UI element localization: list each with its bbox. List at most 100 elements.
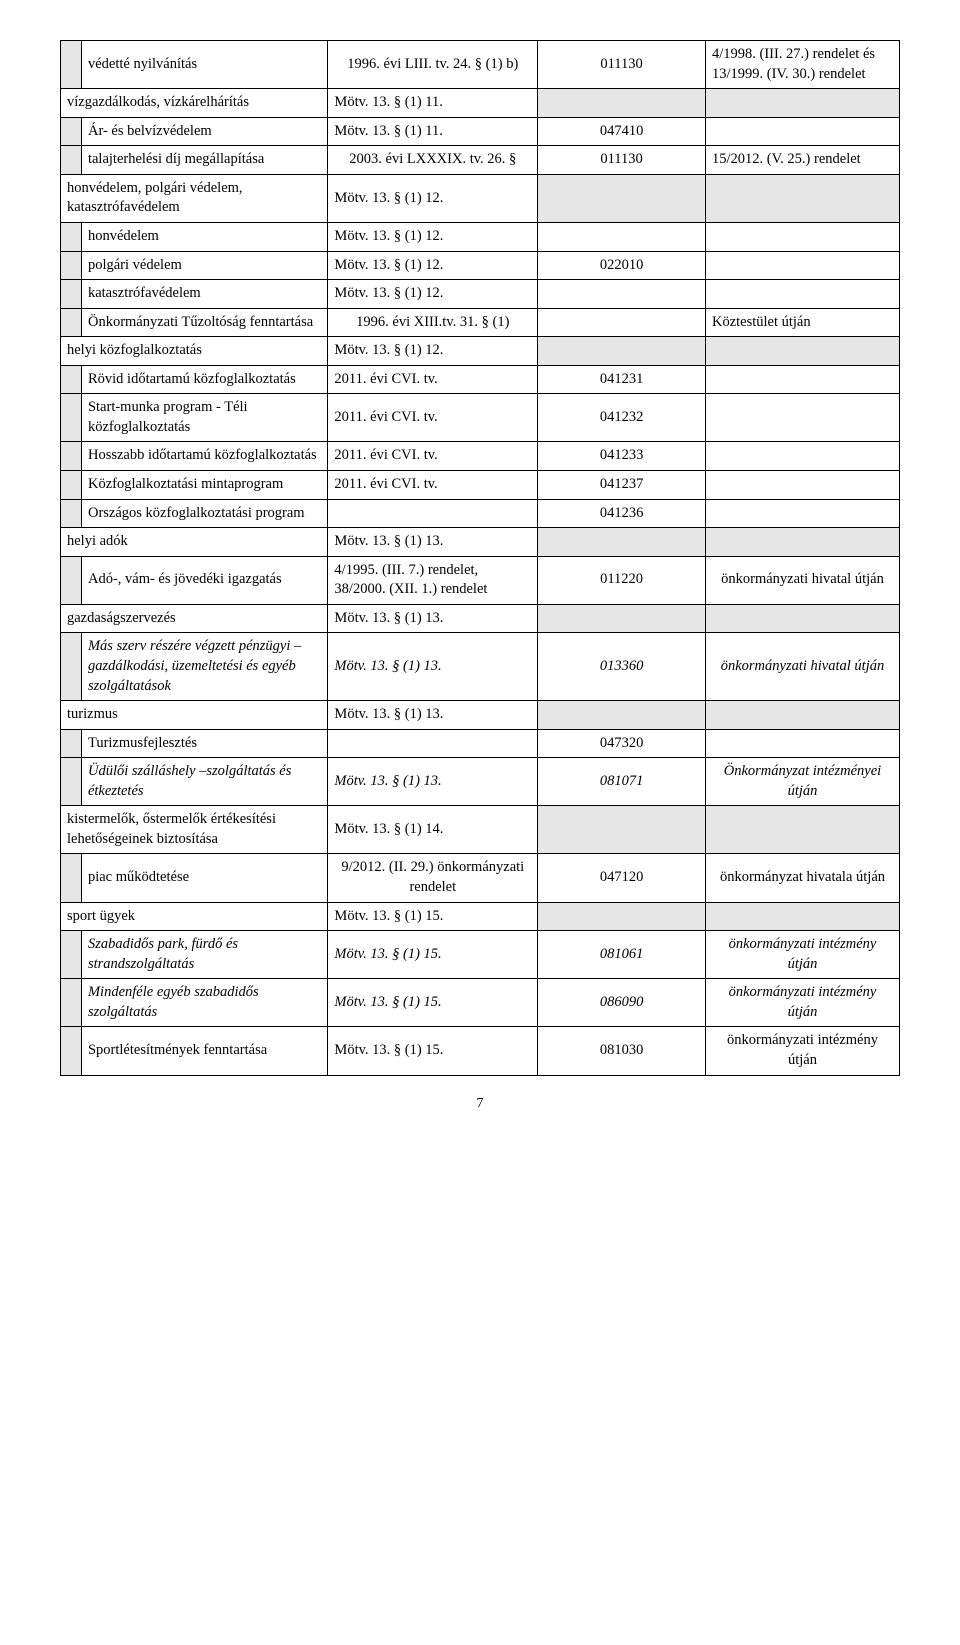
row-note: Köztestület útján [705,308,899,337]
indent-cell [61,117,82,146]
row-code [538,308,706,337]
row-code [538,222,706,251]
indent-cell [61,471,82,500]
row-code: 047120 [538,854,706,902]
section-empty-code [538,902,706,931]
section-empty-note [705,701,899,730]
row-note: önkormányzati intézmény útján [705,1027,899,1075]
row-label: Rövid időtartamú közfoglalkoztatás [81,365,327,394]
row-note: önkormányzat hivatala útján [705,854,899,902]
section-label: helyi adók [61,528,328,557]
row-lawref: Mötv. 13. § (1) 11. [328,117,538,146]
indent-cell [61,931,82,979]
row-code: 011130 [538,146,706,175]
indent-cell [61,442,82,471]
section-label: kistermelők, őstermelők értékesítési leh… [61,806,328,854]
row-note [705,394,899,442]
table-row: helyi adókMötv. 13. § (1) 13. [61,528,900,557]
row-code: 041233 [538,442,706,471]
table-row: Országos közfoglalkoztatási program 04123… [61,499,900,528]
row-lawref: 9/2012. (II. 29.) önkormányzati rendelet [328,854,538,902]
table-row: helyi közfoglalkoztatásMötv. 13. § (1) 1… [61,337,900,366]
section-empty-note [705,604,899,633]
table-row: Önkormányzati Tűzoltóság fenntartása1996… [61,308,900,337]
table-row: Sportlétesítmények fenntartásaMötv. 13. … [61,1027,900,1075]
row-label: védetté nyilvánítás [81,41,327,89]
row-note [705,222,899,251]
row-lawref: 1996. évi XIII.tv. 31. § (1) [328,308,538,337]
row-code: 047410 [538,117,706,146]
table-row: talajterhelési díj megállapítása2003. év… [61,146,900,175]
row-code: 013360 [538,633,706,701]
indent-cell [61,41,82,89]
table-row: Más szerv részére végzett pénzügyi – gaz… [61,633,900,701]
section-label: gazdaságszervezés [61,604,328,633]
table-row: Üdülői szálláshely –szolgáltatás és étke… [61,758,900,806]
indent-cell [61,556,82,604]
row-lawref: 4/1995. (III. 7.) rendelet, 38/2000. (XI… [328,556,538,604]
row-code: 081061 [538,931,706,979]
row-label: talajterhelési díj megállapítása [81,146,327,175]
table-row: Mindenféle egyéb szabadidős szolgáltatás… [61,979,900,1027]
table-row: polgári védelemMötv. 13. § (1) 12.022010 [61,251,900,280]
indent-cell [61,251,82,280]
row-code: 041232 [538,394,706,442]
section-label: honvédelem, polgári védelem, katasztrófa… [61,174,328,222]
row-lawref: 2011. évi CVI. tv. [328,442,538,471]
table-row: Közfoglalkoztatási mintaprogram2011. évi… [61,471,900,500]
table-row: vízgazdálkodás, vízkárelhárításMötv. 13.… [61,89,900,118]
section-lawref: Mötv. 13. § (1) 13. [328,701,538,730]
row-label: Közfoglalkoztatási mintaprogram [81,471,327,500]
row-lawref: Mötv. 13. § (1) 13. [328,633,538,701]
indent-cell [61,280,82,309]
row-lawref: Mötv. 13. § (1) 12. [328,222,538,251]
page-number: 7 [60,1096,900,1112]
row-lawref: Mötv. 13. § (1) 13. [328,758,538,806]
page-container: védetté nyilvánítás1996. évi LIII. tv. 2… [0,0,960,1152]
row-code [538,280,706,309]
row-note [705,251,899,280]
section-lawref: Mötv. 13. § (1) 12. [328,337,538,366]
section-empty-note [705,337,899,366]
table-row: sport ügyekMötv. 13. § (1) 15. [61,902,900,931]
table-row: kistermelők, őstermelők értékesítési leh… [61,806,900,854]
row-label: Hosszabb időtartamú közfoglalkoztatás [81,442,327,471]
row-lawref: 2003. évi LXXXIX. tv. 26. § [328,146,538,175]
row-code: 081030 [538,1027,706,1075]
row-note: önkormányzati intézmény útján [705,931,899,979]
section-label: helyi közfoglalkoztatás [61,337,328,366]
row-note: Önkormányzat intézményei útján [705,758,899,806]
indent-cell [61,1027,82,1075]
row-code: 041236 [538,499,706,528]
section-lawref: Mötv. 13. § (1) 12. [328,174,538,222]
table-row: gazdaságszervezésMötv. 13. § (1) 13. [61,604,900,633]
row-code: 081071 [538,758,706,806]
row-note [705,442,899,471]
row-label: Mindenféle egyéb szabadidős szolgáltatás [81,979,327,1027]
indent-cell [61,729,82,758]
indent-cell [61,308,82,337]
indent-cell [61,146,82,175]
section-empty-note [705,174,899,222]
row-note: önkormányzati hivatal útján [705,633,899,701]
row-lawref: Mötv. 13. § (1) 15. [328,1027,538,1075]
row-code: 086090 [538,979,706,1027]
section-empty-code [538,604,706,633]
section-lawref: Mötv. 13. § (1) 13. [328,604,538,633]
row-lawref: Mötv. 13. § (1) 12. [328,251,538,280]
table-row: turizmusMötv. 13. § (1) 13. [61,701,900,730]
indent-cell [61,633,82,701]
row-label: Szabadidős park, fürdő és strandszolgált… [81,931,327,979]
table-row: Rövid időtartamú közfoglalkoztatás2011. … [61,365,900,394]
row-note [705,499,899,528]
row-label: Országos közfoglalkoztatási program [81,499,327,528]
row-lawref: 2011. évi CVI. tv. [328,471,538,500]
indent-cell [61,222,82,251]
row-code: 011130 [538,41,706,89]
row-lawref: Mötv. 13. § (1) 15. [328,979,538,1027]
indent-cell [61,365,82,394]
table-row: védetté nyilvánítás1996. évi LIII. tv. 2… [61,41,900,89]
row-code: 041237 [538,471,706,500]
row-label: Sportlétesítmények fenntartása [81,1027,327,1075]
section-empty-code [538,528,706,557]
